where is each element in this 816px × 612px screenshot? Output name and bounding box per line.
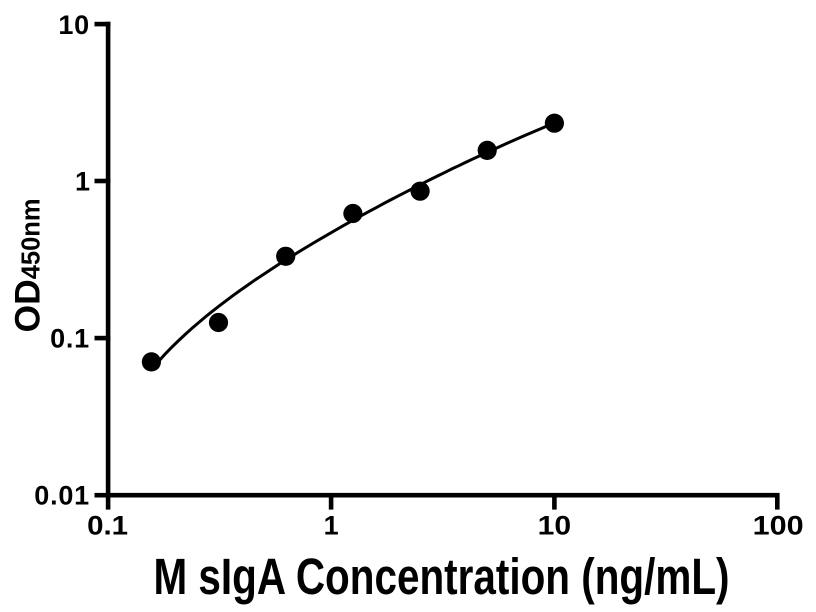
svg-text:0.01: 0.01 (34, 480, 90, 510)
svg-text:0.1: 0.1 (50, 324, 90, 354)
svg-text:M sIgA Concentration (ng/mL): M sIgA Concentration (ng/mL) (154, 548, 730, 605)
svg-text:100: 100 (753, 511, 804, 541)
svg-text:10: 10 (538, 511, 572, 541)
svg-text:1: 1 (75, 167, 90, 197)
svg-text:0.1: 0.1 (87, 511, 128, 541)
svg-text:1: 1 (324, 511, 339, 541)
svg-text:10: 10 (58, 10, 90, 40)
